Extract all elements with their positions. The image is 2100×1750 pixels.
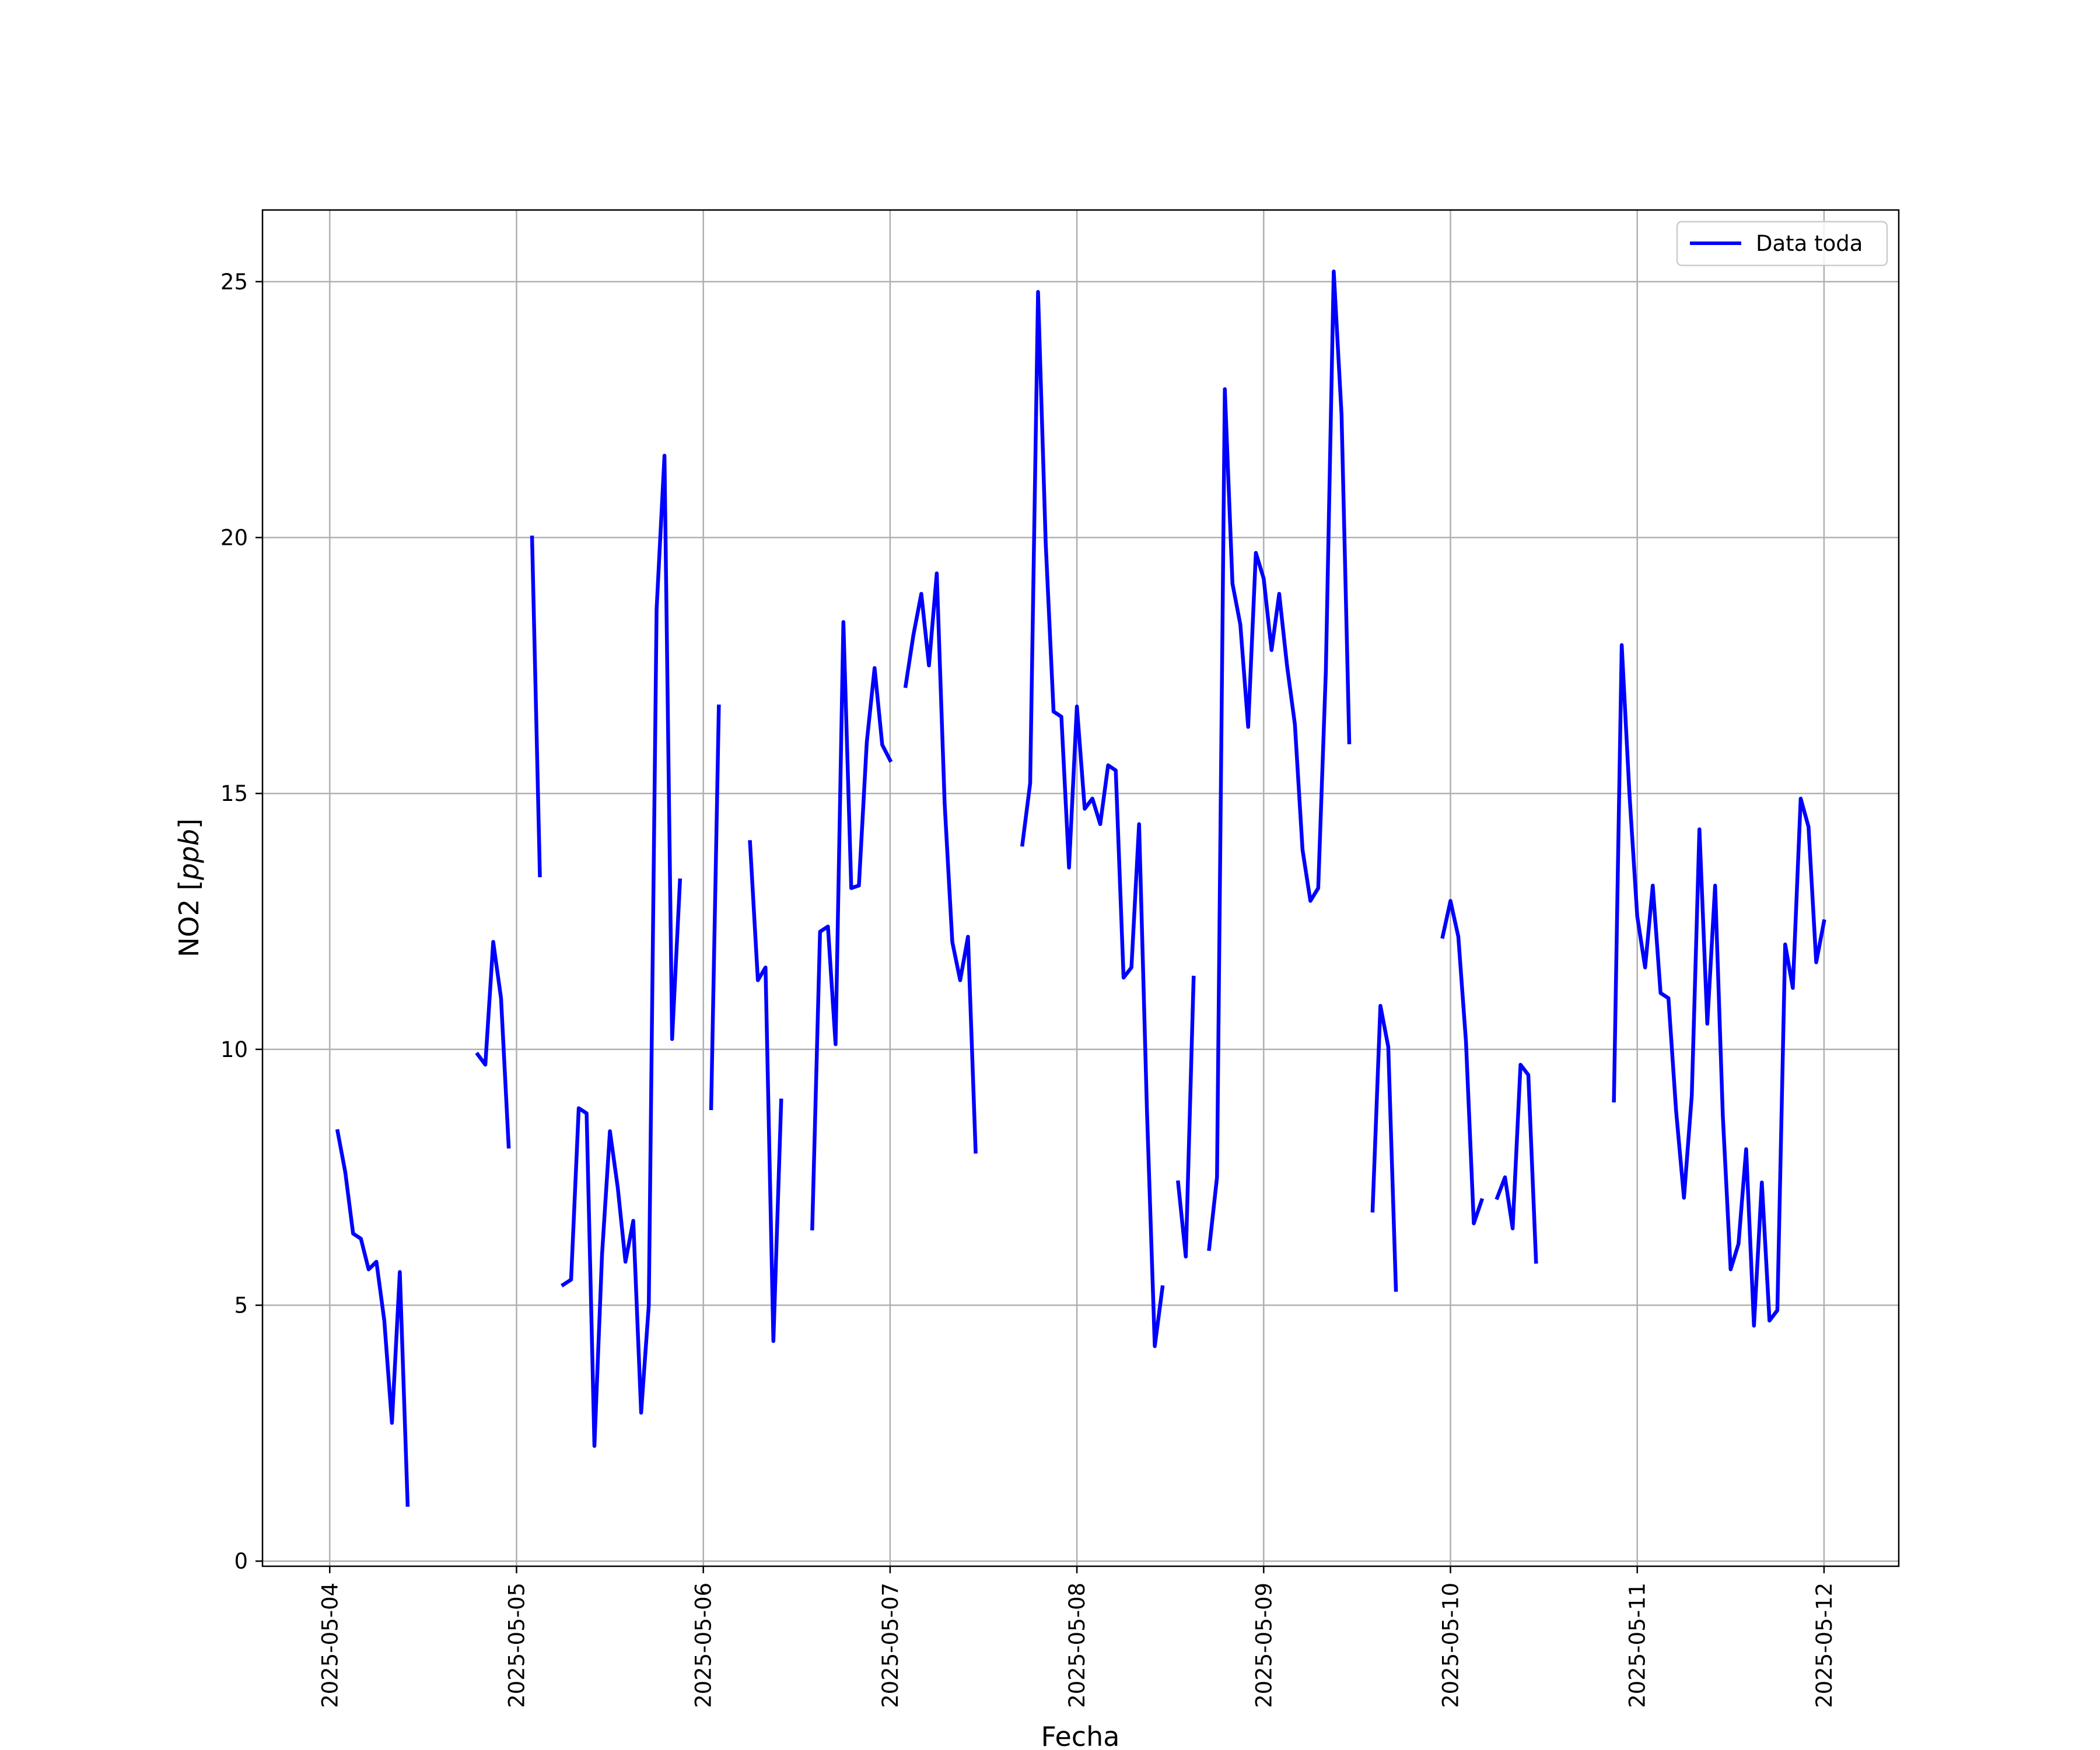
legend: Data toda <box>1676 220 1888 267</box>
x-tick-label: 2025-05-07 <box>878 1583 903 1708</box>
y-tick-label: 25 <box>220 270 248 295</box>
series-line-segment <box>335 1129 410 1507</box>
series-line-segment <box>1494 1062 1538 1264</box>
series-line-segment <box>1020 290 1165 1348</box>
x-tick-label: 2025-05-08 <box>1065 1583 1090 1708</box>
x-tick-label: 2025-05-06 <box>691 1583 716 1708</box>
x-tick-label: 2025-05-10 <box>1438 1583 1464 1708</box>
series-data-toda <box>335 270 1826 1507</box>
series-line-segment <box>475 940 511 1149</box>
y-axis-label-prefix: NO2 [ <box>173 880 205 957</box>
x-axis: 2025-05-04 2025-05-05 2025-05-06 2025-05-07… <box>317 1566 1837 1708</box>
y-axis: 0 5 10 15 20 25 <box>220 270 262 1574</box>
x-tick-label: 2025-05-09 <box>1251 1583 1276 1708</box>
series-line-segment <box>903 571 978 1154</box>
series-line-segment <box>748 840 783 1343</box>
series-line-segment <box>1370 1004 1398 1292</box>
y-tick-label: 10 <box>220 1037 248 1062</box>
plot-frame <box>261 209 1900 1567</box>
y-tick-label: 15 <box>220 781 248 806</box>
x-axis-label: Fecha <box>1041 1721 1120 1750</box>
series-line-segment <box>810 620 893 1231</box>
series-line-segment <box>709 704 721 1111</box>
y-axis-label-suffix: ] <box>173 818 205 829</box>
legend-box <box>1676 220 1888 267</box>
y-tick-label: 0 <box>234 1549 248 1574</box>
grid <box>262 210 1899 1566</box>
series-line-segment <box>1440 899 1485 1226</box>
y-tick-label: 5 <box>234 1293 248 1318</box>
x-tick-label: 2025-05-04 <box>317 1583 342 1708</box>
x-tick-label: 2025-05-12 <box>1812 1583 1837 1708</box>
series-line-segment <box>1207 270 1352 1251</box>
x-tick-label: 2025-05-11 <box>1625 1583 1650 1708</box>
y-axis-label-unit: ppb <box>173 829 205 881</box>
series-line-segment <box>530 536 542 877</box>
y-tick-label: 20 <box>220 526 248 551</box>
x-tick-label: 2025-05-05 <box>504 1583 529 1708</box>
legend-label: Data toda <box>1756 231 1863 256</box>
series-line-segment <box>1612 643 1826 1328</box>
y-axis-label: NO2 [ppb] <box>173 818 205 957</box>
series-line-segment <box>1176 975 1196 1259</box>
series-line-segment <box>561 453 682 1448</box>
